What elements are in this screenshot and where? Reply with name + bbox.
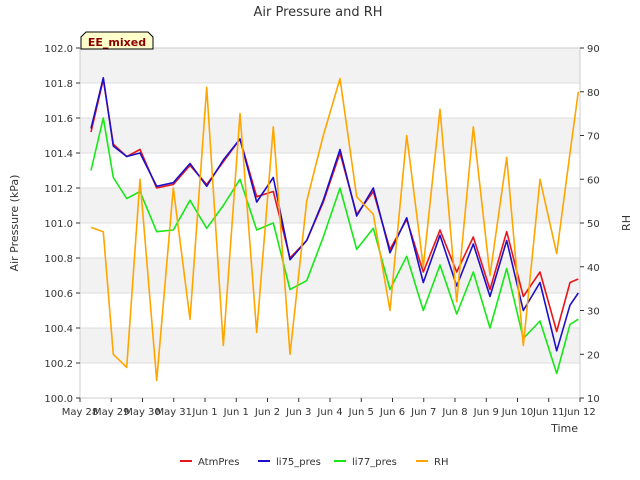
series-line-atmpres bbox=[90, 78, 579, 333]
band bbox=[80, 118, 580, 153]
y-tick-label: 100.4 bbox=[44, 324, 73, 335]
y-tick-label: 101.8 bbox=[44, 79, 73, 90]
x-tick-label: Jun 6 bbox=[379, 407, 405, 418]
x-tick-label: May 30 bbox=[124, 407, 161, 418]
x-axis-label: Time bbox=[550, 422, 578, 435]
y-tick-label: 100.0 bbox=[44, 394, 73, 405]
x-tick-label: Jun 10 bbox=[501, 407, 534, 418]
legend-label: RH bbox=[434, 457, 448, 468]
y2-tick-label: 20 bbox=[587, 350, 600, 361]
y-tick-label: 101.0 bbox=[44, 219, 73, 230]
x-tick-label: Jun 9 bbox=[473, 407, 499, 418]
x-tick-label: May 29 bbox=[93, 407, 130, 418]
x-tick-label: Jun 1 bbox=[223, 407, 249, 418]
y2-tick-label: 70 bbox=[587, 132, 600, 143]
legend-label: li75_pres bbox=[276, 457, 321, 468]
x-tick-label: May 31 bbox=[155, 407, 192, 418]
background-bands bbox=[80, 48, 580, 363]
y2-tick-label: 30 bbox=[587, 307, 600, 318]
x-tick-label: Jun 2 bbox=[254, 407, 280, 418]
x-tick-label: Jun 12 bbox=[563, 407, 596, 418]
y2-tick-label: 80 bbox=[587, 88, 600, 99]
y2-tick-label: 10 bbox=[587, 394, 600, 405]
chart-title: Air Pressure and RH bbox=[253, 5, 382, 20]
x-tick-label: Jun 11 bbox=[532, 407, 565, 418]
x-tick-label: Jun 3 bbox=[285, 407, 311, 418]
series-lines bbox=[90, 77, 580, 382]
y-tick-label: 101.2 bbox=[44, 184, 73, 195]
y-axis-left: 100.0 100.2 100.4 100.6 100.8 101.0 101.2 101.4… bbox=[44, 44, 80, 405]
y2-tick-label: 40 bbox=[587, 263, 600, 274]
y-tick-label: 100.6 bbox=[44, 289, 73, 300]
y-tick-label: 102.0 bbox=[44, 44, 73, 55]
x-tick-label: May 28 bbox=[62, 407, 99, 418]
y-tick-label: 100.8 bbox=[44, 254, 73, 265]
band bbox=[80, 328, 580, 363]
annotation-box: EE_mixed bbox=[80, 31, 154, 50]
y-axis-label: Air Pressure (kPa) bbox=[8, 175, 21, 272]
legend-label: AtmPres bbox=[198, 457, 239, 468]
y-tick-label: 101.6 bbox=[44, 114, 73, 125]
annotation-text: EE_mixed bbox=[88, 36, 146, 49]
x-tick-label: Jun 5 bbox=[348, 407, 374, 418]
x-tick-label: Jun 8 bbox=[441, 407, 467, 418]
y2-tick-label: 60 bbox=[587, 175, 600, 186]
y-tick-label: 100.2 bbox=[44, 359, 73, 370]
series-line-li75-pres bbox=[90, 77, 579, 352]
y2-tick-label: 50 bbox=[587, 219, 600, 230]
x-tick-label: Jun 4 bbox=[316, 407, 342, 418]
y2-tick-label: 90 bbox=[587, 44, 600, 55]
x-tick-label: Jun 1 bbox=[191, 407, 217, 418]
x-tick-label: Jun 7 bbox=[410, 407, 436, 418]
legend: AtmPres li75_pres li77_pres RH bbox=[180, 457, 448, 468]
y-tick-label: 101.4 bbox=[44, 149, 73, 160]
grid bbox=[80, 47, 580, 399]
band bbox=[80, 48, 580, 83]
y-axis-right: 10 20 30 40 50 60 70 80 90 bbox=[580, 44, 600, 405]
y2-axis-label: RH bbox=[620, 215, 633, 231]
series-line-li77-pres bbox=[90, 117, 579, 375]
series-line-rh bbox=[90, 77, 580, 382]
legend-label: li77_pres bbox=[352, 457, 397, 468]
